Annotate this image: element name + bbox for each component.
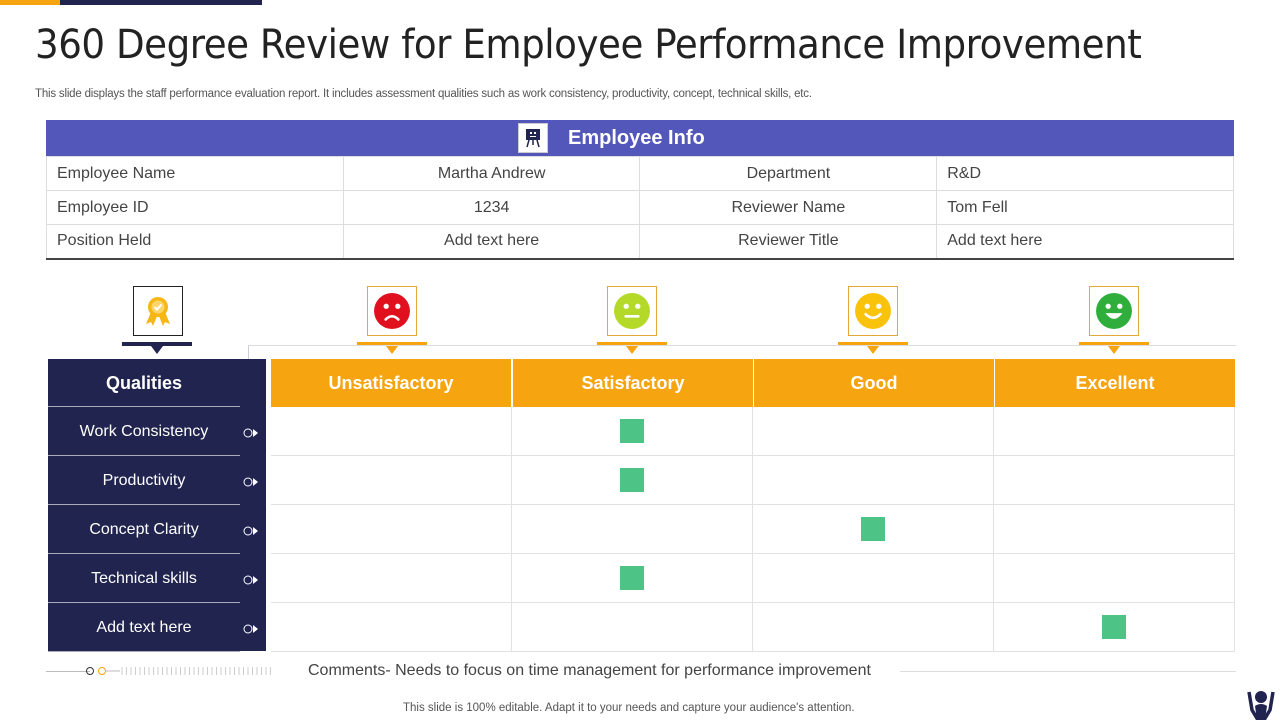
rating-marker	[620, 419, 644, 443]
qualities-header: Qualities	[48, 359, 240, 407]
accent-bar-navy	[60, 0, 262, 5]
arrow-connector-icon	[243, 622, 259, 634]
page-title: 360 Degree Review for Employee Performan…	[35, 22, 1142, 68]
rating-header-excellent: Excellent	[995, 359, 1235, 407]
arrow-connector-icon	[243, 573, 259, 585]
rating-cell	[512, 505, 753, 554]
info-value: Martha Andrew	[342, 156, 641, 191]
pointer	[597, 342, 667, 354]
presentation-board-icon	[518, 123, 548, 153]
info-label: Position Held	[46, 224, 344, 259]
quality-label: Concept Clarity	[48, 505, 240, 554]
rating-cell	[271, 603, 512, 652]
info-value: 1234	[342, 190, 641, 225]
rating-header-unsatisfactory: Unsatisfactory	[271, 359, 511, 407]
rating-cell	[994, 407, 1235, 456]
employee-info-title: Employee Info	[568, 127, 705, 149]
pointer	[838, 342, 908, 354]
rating-cell	[512, 407, 753, 456]
rating-marker	[620, 566, 644, 590]
arrow-connector-icon	[243, 475, 259, 487]
arrow-connector-icon	[243, 524, 259, 536]
rating-cell	[994, 554, 1235, 603]
info-value: Add text here	[342, 224, 641, 259]
smile-face-icon	[848, 286, 898, 336]
quality-label: Add text here	[48, 603, 240, 652]
rating-cell	[753, 505, 994, 554]
rating-header-good: Good	[754, 359, 994, 407]
info-label: Reviewer Title	[639, 224, 938, 259]
rating-cell	[753, 603, 994, 652]
footer-note: This slide is 100% editable. Adapt it to…	[403, 702, 855, 714]
decorative-dots-icon	[86, 667, 271, 675]
pointer	[122, 342, 192, 354]
info-value: R&D	[936, 156, 1234, 191]
divider	[248, 345, 1236, 346]
sad-face-icon	[367, 286, 417, 336]
rating-cell	[271, 407, 512, 456]
quality-label: Work Consistency	[48, 407, 240, 456]
info-row: Employee Name Martha Andrew Department R&D	[46, 156, 1234, 191]
rating-cell	[753, 407, 994, 456]
divider	[46, 671, 90, 672]
info-label: Department	[639, 156, 938, 191]
rating-cell	[994, 603, 1235, 652]
rating-cell	[271, 554, 512, 603]
happy-face-icon	[1089, 286, 1139, 336]
logo-icon	[1247, 691, 1275, 720]
employee-info-table: Employee Name Martha Andrew Department R&D E…	[46, 156, 1234, 260]
divider	[900, 671, 1236, 672]
rating-cell	[994, 505, 1235, 554]
quality-label: Productivity	[48, 456, 240, 505]
quality-label: Technical skills	[48, 554, 240, 603]
info-label: Employee ID	[46, 190, 344, 225]
arrow-connector-icon	[243, 426, 259, 438]
rating-cell	[753, 456, 994, 505]
rating-cell	[512, 456, 753, 505]
rating-cell	[994, 456, 1235, 505]
accent-bar-orange	[0, 0, 60, 5]
rating-marker	[1102, 615, 1126, 639]
neutral-face-icon	[607, 286, 657, 336]
rating-header-satisfactory: Satisfactory	[513, 359, 753, 407]
info-row: Position Held Add text here Reviewer Title…	[46, 224, 1234, 259]
rating-marker	[620, 468, 644, 492]
info-value: Tom Fell	[936, 190, 1234, 225]
pointer	[1079, 342, 1149, 354]
comments-text: Comments- Needs to focus on time managem…	[308, 662, 871, 679]
rating-marker	[861, 517, 885, 541]
info-label: Employee Name	[46, 156, 344, 191]
employee-info-header: Employee Info	[46, 120, 1234, 156]
rating-cell	[271, 456, 512, 505]
page-subtitle: This slide displays the staff performanc…	[35, 88, 812, 100]
rating-cell	[512, 554, 753, 603]
rating-cell	[753, 554, 994, 603]
info-label: Reviewer Name	[639, 190, 938, 225]
info-row: Employee ID 1234 Reviewer Name Tom Fell	[46, 190, 1234, 225]
medal-icon	[133, 286, 183, 336]
qualities-column: Qualities Work Consistency Productivity Co…	[48, 359, 266, 652]
rating-cell	[512, 603, 753, 652]
rating-cell	[271, 505, 512, 554]
pointer	[357, 342, 427, 354]
info-value: Add text here	[936, 224, 1234, 259]
